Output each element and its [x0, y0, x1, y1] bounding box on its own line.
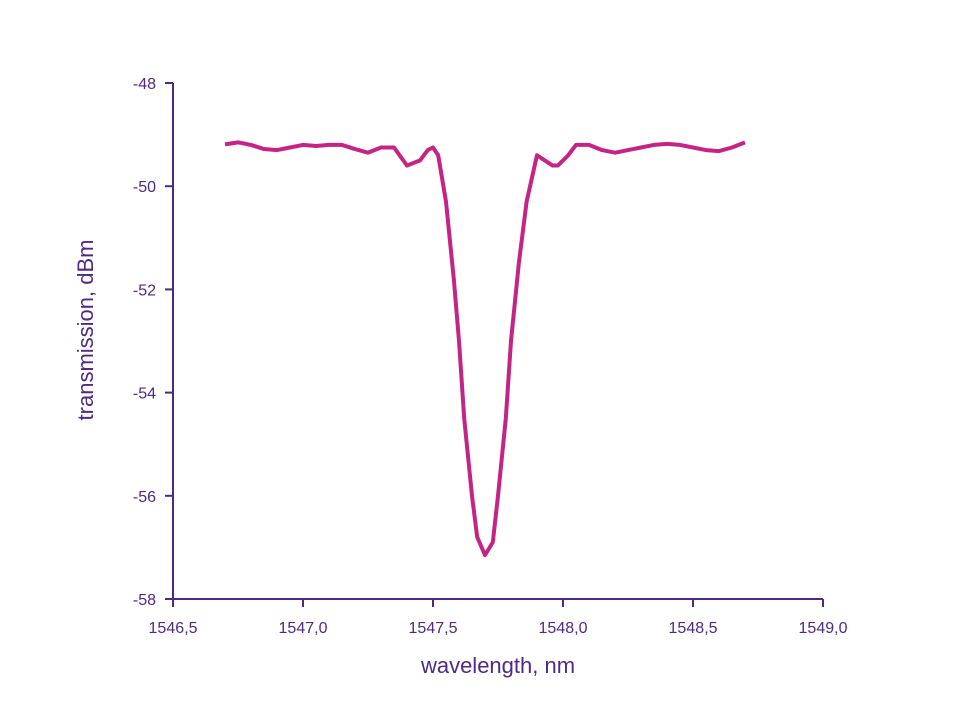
y-tick-label: -54 — [133, 386, 156, 403]
data-line — [224, 140, 746, 558]
y-tick-label: -48 — [133, 76, 156, 93]
x-tick-label: 1547,0 — [279, 620, 328, 637]
x-tick-label: 1548,5 — [669, 620, 718, 637]
y-axis-title: transmission, dBm — [73, 240, 98, 421]
x-tick-label: 1546,5 — [149, 620, 198, 637]
y-tick-label: -50 — [133, 179, 156, 196]
x-axis-title: wavelength, nm — [420, 653, 575, 678]
x-tick-label: 1547,5 — [409, 620, 458, 637]
y-tick-label: -56 — [133, 489, 156, 506]
y-tick-label: -52 — [133, 282, 156, 299]
y-tick-label: -58 — [133, 592, 156, 609]
x-tick-label: 1549,0 — [799, 620, 848, 637]
x-tick-label: 1548,0 — [539, 620, 588, 637]
